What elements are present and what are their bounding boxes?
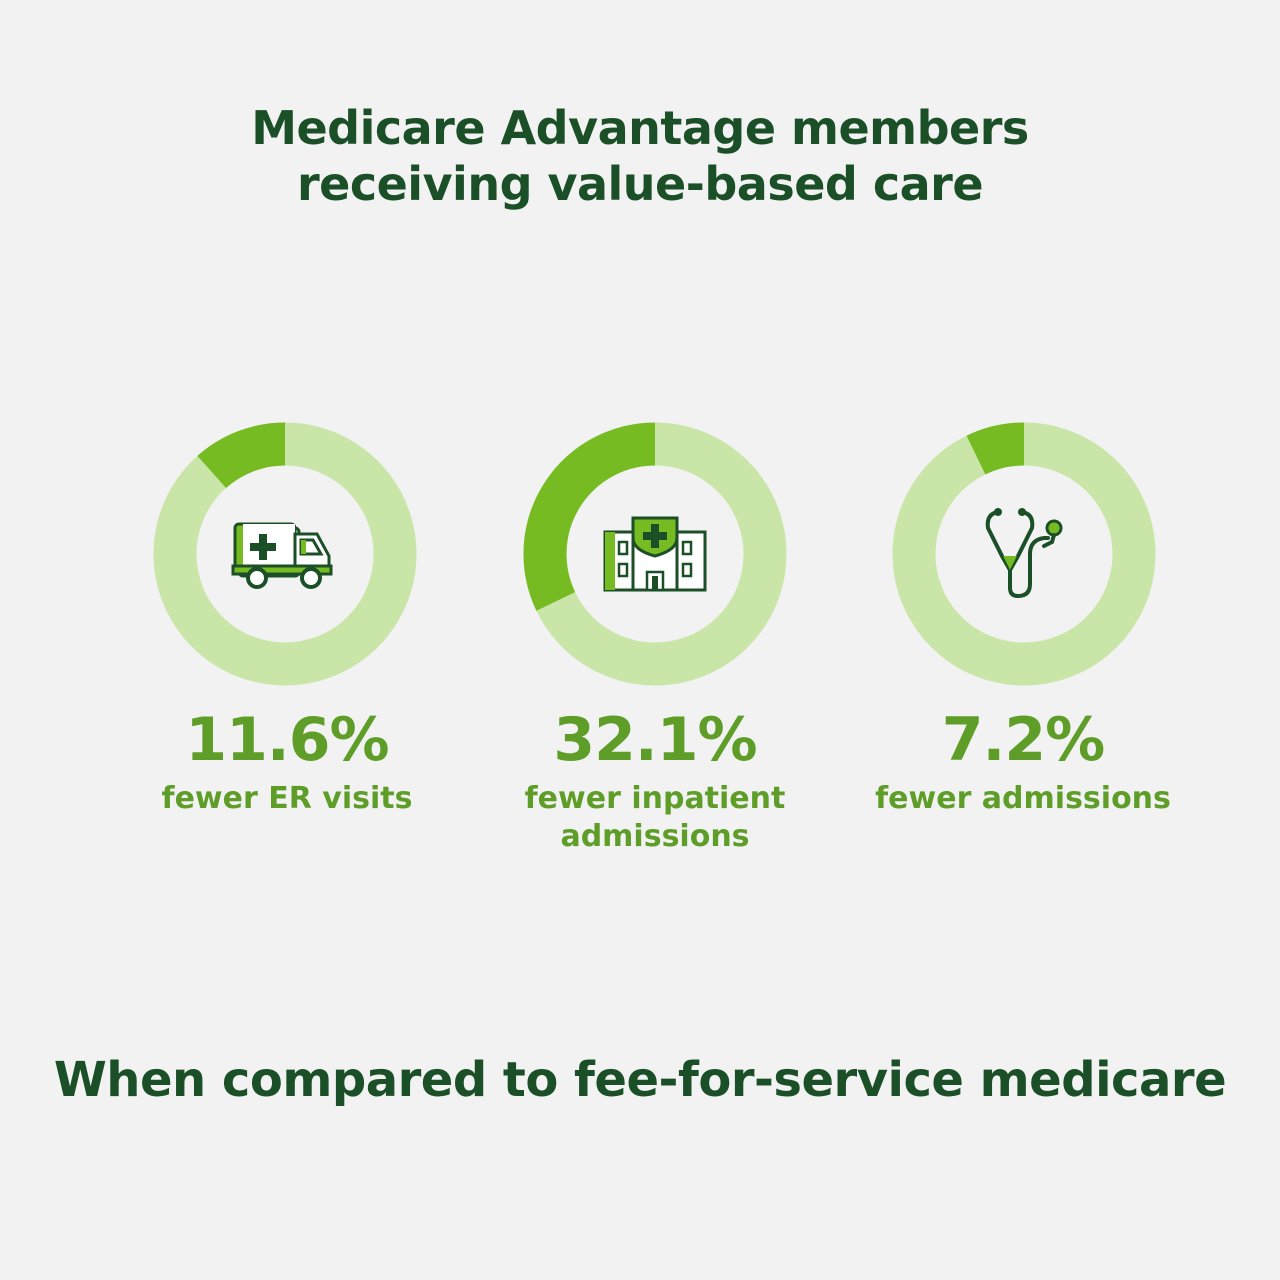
donut-inpatient-admissions [523,422,787,686]
footer-caption: When compared to fee-for-service medicar… [53,1052,1227,1108]
donut-value-arc [966,422,1025,475]
donut-admissions [892,422,1156,686]
label-inpatient-admissions: fewer inpatient admissions [475,780,835,856]
donut-ring [153,422,417,686]
donut-er-visits [153,422,417,686]
donut-value-arc [197,422,286,489]
label-er-visits: fewer ER visits [107,780,467,818]
value-er-visits: 11.6% [185,705,389,775]
label-line: fewer inpatient [524,781,786,816]
title-line-2: receiving value-based care [296,157,984,211]
donut-value-arc [523,422,656,611]
value-inpatient-admissions: 32.1% [553,705,757,775]
label-line: admissions [560,819,750,854]
value-admissions: 7.2% [941,705,1105,775]
donut-ring [892,422,1156,686]
stethoscope-icon [985,508,1063,599]
label-line: fewer admissions [875,781,1171,816]
hospital-icon [603,516,707,592]
donut-ring [523,422,787,686]
label-admissions: fewer admissions [843,780,1203,818]
label-line: fewer ER visits [161,781,413,816]
ambulance-icon [231,522,333,589]
chart-title: Medicare Advantage members receiving val… [0,100,1280,212]
title-line-1: Medicare Advantage members [251,101,1029,155]
